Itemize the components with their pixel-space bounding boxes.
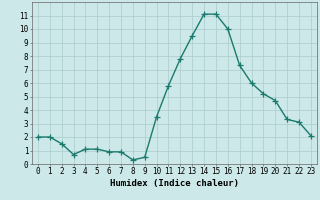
X-axis label: Humidex (Indice chaleur): Humidex (Indice chaleur) <box>110 179 239 188</box>
